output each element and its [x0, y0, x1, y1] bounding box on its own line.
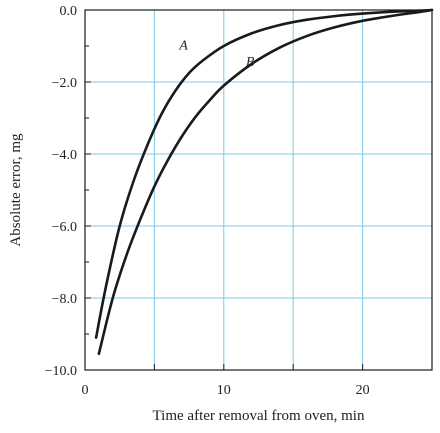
- y-tick-label: 0.0: [60, 4, 78, 19]
- x-tick-label: 20: [356, 383, 370, 398]
- y-tick-label: −4.0: [52, 148, 77, 163]
- y-tick-label: −10.0: [45, 364, 77, 379]
- axis-ticks: 0 10 20 0.0 −2.0 −4.0 −6.0 −8.0 −10.0: [45, 4, 433, 398]
- plot-frame: [84, 9, 433, 371]
- series-line-b: [97, 8, 434, 356]
- y-tick-label: −8.0: [52, 292, 77, 307]
- curve-annotations: AB: [178, 39, 255, 70]
- y-tick-label: −6.0: [52, 220, 77, 235]
- x-axis-title: Time after removal from oven, min: [153, 408, 365, 424]
- y-axis-title: Absolute error, mg: [8, 133, 24, 247]
- series-line-a: [94, 8, 434, 339]
- curve-label-b: B: [246, 55, 255, 70]
- grid: [85, 10, 432, 370]
- x-tick-label: 0: [82, 383, 89, 398]
- x-tick-label: 10: [217, 383, 231, 398]
- series-curves: [94, 8, 434, 356]
- curve-label-a: A: [178, 39, 188, 54]
- y-tick-label: −2.0: [52, 76, 77, 91]
